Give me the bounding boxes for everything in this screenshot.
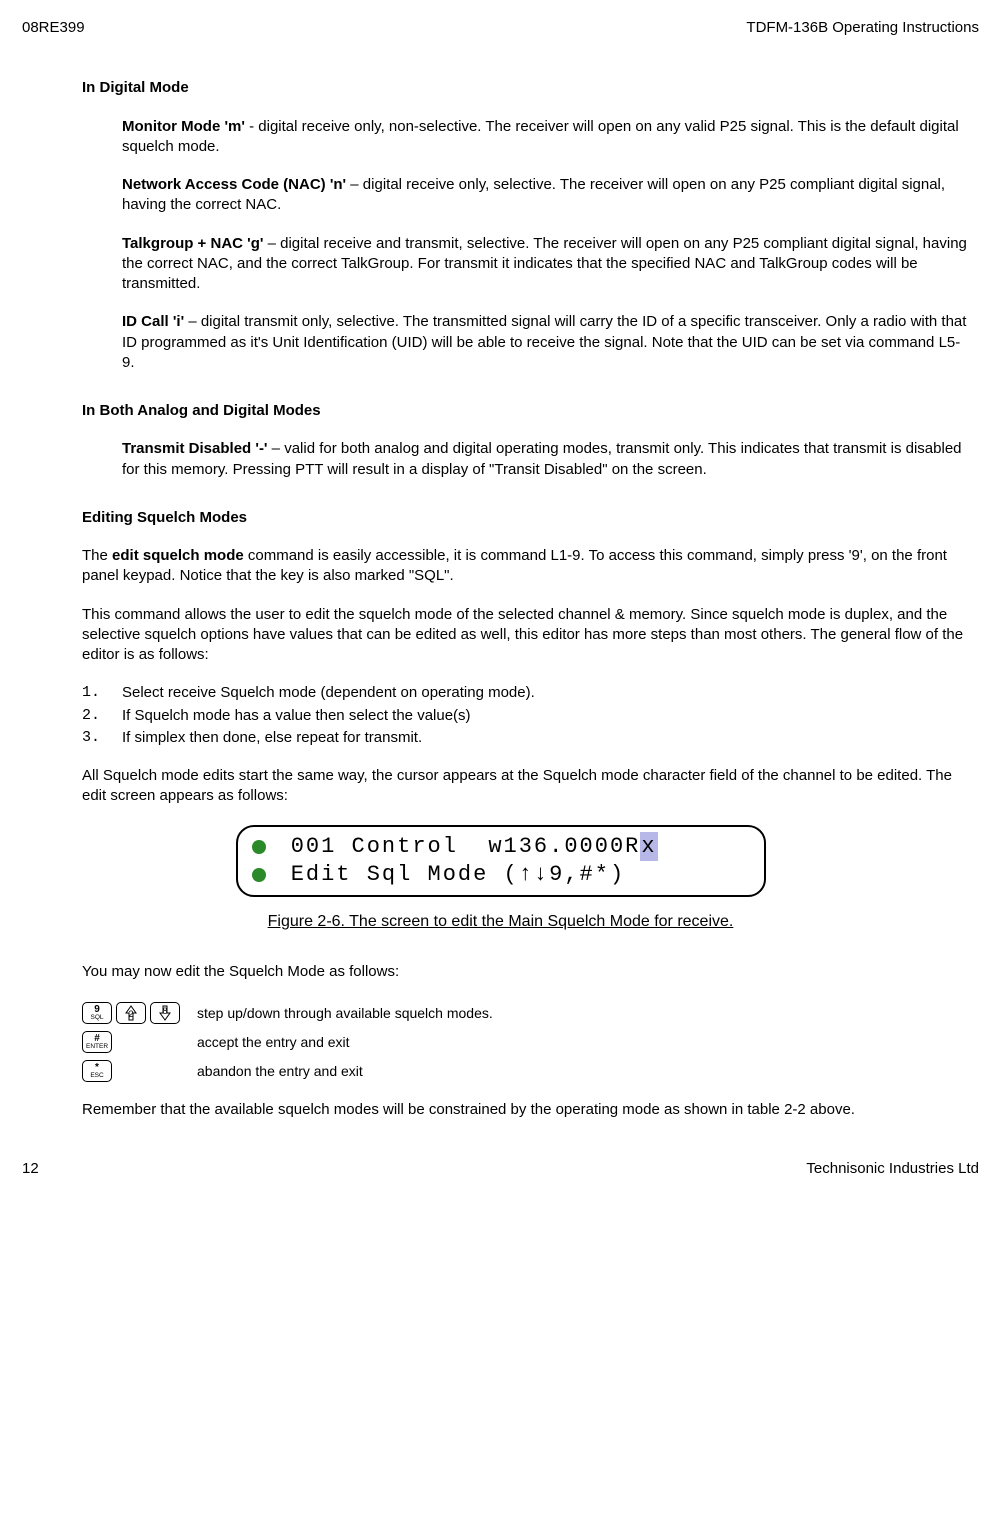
- led-dot-icon: [252, 840, 266, 854]
- led-dot-icon: [252, 868, 266, 882]
- lcd-line-1: 001 Control w136.0000Rx: [252, 833, 750, 861]
- key-row: # ENTER accept the entry and exit: [82, 1029, 979, 1055]
- lead-monitor: Monitor Mode 'm': [122, 118, 245, 135]
- key-row: * ESC abandon the entry and exit: [82, 1058, 979, 1084]
- rest-monitor: - digital receive only, non-selective. T…: [122, 118, 959, 155]
- step-text: If simplex then done, else repeat for tr…: [122, 728, 422, 748]
- para-edit-sql-1: The edit squelch mode command is easily …: [82, 546, 969, 587]
- step-row: 2. If Squelch mode has a value then sele…: [82, 706, 979, 726]
- ordered-steps: 1. Select receive Squelch mode (dependen…: [82, 683, 979, 748]
- section-editing-sql-title: Editing Squelch Modes: [82, 508, 979, 528]
- key-star-esc: * ESC: [82, 1060, 112, 1082]
- lead-talkgroup: Talkgroup + NAC 'g': [122, 235, 263, 252]
- figure-caption: Figure 2-6. The screen to edit the Main …: [22, 911, 979, 933]
- step-text: If Squelch mode has a value then select …: [122, 706, 471, 726]
- header-left: 08RE399: [22, 18, 85, 38]
- key-num: 2: [128, 1009, 133, 1019]
- key-table: 9 SQL 2 8 step up/down through available…: [82, 1000, 979, 1084]
- key-cell: 9 SQL 2 8: [82, 1002, 197, 1024]
- para-edit-sql-3: All Squelch mode edits start the same wa…: [82, 766, 969, 807]
- key-bot: SQL: [90, 1015, 103, 1022]
- lcd-text-2: Edit Sql Mode (↑↓9,#*): [276, 860, 626, 890]
- p1a: The: [82, 547, 112, 564]
- para-edit-now: You may now edit the Squelch Mode as fol…: [82, 962, 969, 982]
- key-desc: step up/down through available squelch m…: [197, 1004, 493, 1023]
- key-cell: # ENTER: [82, 1031, 197, 1053]
- key-row: 9 SQL 2 8 step up/down through available…: [82, 1000, 979, 1026]
- lcd-display: 001 Control w136.0000Rx Edit Sql Mode (↑…: [236, 825, 766, 897]
- step-text: Select receive Squelch mode (dependent o…: [122, 683, 535, 703]
- key-cell: * ESC: [82, 1060, 197, 1082]
- key-hash-enter: # ENTER: [82, 1031, 112, 1053]
- step-num: 2.: [82, 706, 122, 726]
- step-row: 1. Select receive Squelch mode (dependen…: [82, 683, 979, 703]
- step-row: 3. If simplex then done, else repeat for…: [82, 728, 979, 748]
- step-num: 1.: [82, 683, 122, 703]
- lcd-text-1: 001 Control w136.0000Rx: [276, 832, 658, 862]
- lead-nac: Network Access Code (NAC) 'n': [122, 176, 346, 193]
- section-both-modes-title: In Both Analog and Digital Modes: [82, 401, 979, 421]
- para-talkgroup: Talkgroup + NAC 'g' – digital receive an…: [122, 234, 969, 295]
- key-desc: accept the entry and exit: [197, 1033, 350, 1052]
- page-number: 12: [22, 1159, 39, 1179]
- step-num: 3.: [82, 728, 122, 748]
- lcd-line1-pre: 001 Control w136.0000R: [276, 834, 641, 859]
- para-monitor-mode: Monitor Mode 'm' - digital receive only,…: [122, 117, 969, 158]
- para-remember: Remember that the available squelch mode…: [82, 1100, 969, 1120]
- page-footer: 12 Technisonic Industries Ltd: [22, 1159, 979, 1179]
- page-header: 08RE399 TDFM-136B Operating Instructions: [22, 18, 979, 38]
- p1b: edit squelch mode: [112, 547, 244, 564]
- para-tx-disabled: Transmit Disabled '-' – valid for both a…: [122, 439, 969, 480]
- lead-idcall: ID Call 'i': [122, 313, 184, 330]
- key-desc: abandon the entry and exit: [197, 1062, 363, 1081]
- key-8-down: 8: [150, 1002, 180, 1024]
- lcd-cursor: x: [640, 832, 657, 862]
- key-num: 8: [162, 1006, 167, 1016]
- key-bot: ENTER: [86, 1044, 108, 1051]
- para-edit-sql-2: This command allows the user to edit the…: [82, 605, 969, 666]
- header-right: TDFM-136B Operating Instructions: [746, 18, 979, 38]
- para-idcall: ID Call 'i' – digital transmit only, sel…: [122, 312, 969, 373]
- rest-idcall: – digital transmit only, selective. The …: [122, 313, 966, 371]
- footer-right: Technisonic Industries Ltd: [806, 1159, 979, 1179]
- lead-txdis: Transmit Disabled '-': [122, 440, 268, 457]
- section-digital-mode-title: In Digital Mode: [82, 78, 979, 98]
- key-2-up: 2: [116, 1002, 146, 1024]
- key-bot: ESC: [90, 1073, 103, 1080]
- key-9-sql: 9 SQL: [82, 1002, 112, 1024]
- lcd-line-2: Edit Sql Mode (↑↓9,#*): [252, 861, 750, 889]
- para-nac: Network Access Code (NAC) 'n' – digital …: [122, 175, 969, 216]
